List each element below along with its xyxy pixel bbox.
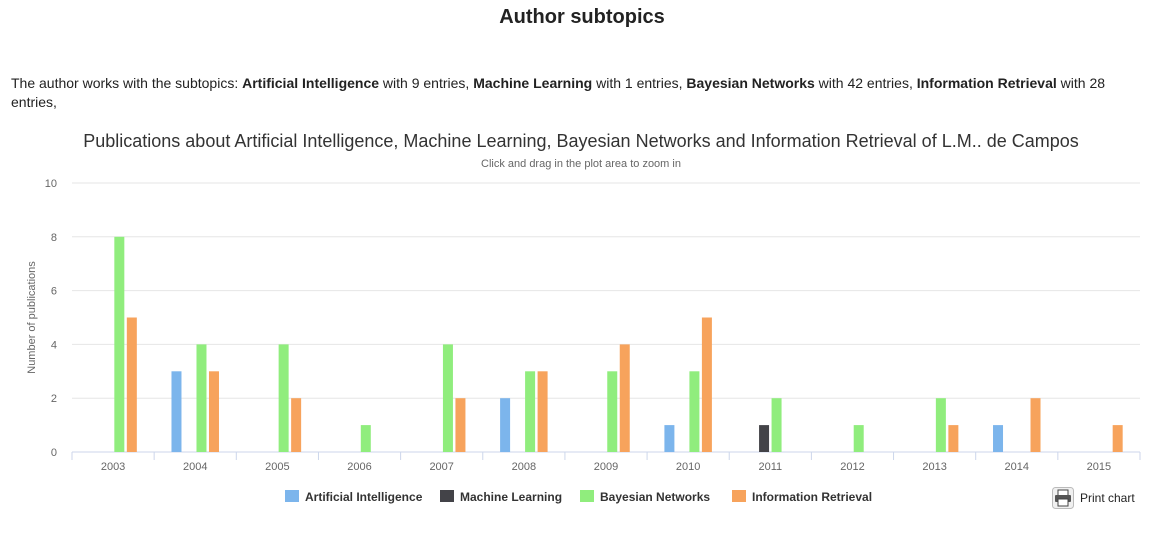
bar[interactable] bbox=[993, 425, 1004, 452]
bar[interactable] bbox=[114, 236, 125, 452]
subtopic-count: with 1 entries, bbox=[592, 75, 687, 91]
legend-item[interactable]: Artificial Intelligence bbox=[305, 490, 423, 504]
y-tick-label: 8 bbox=[51, 232, 57, 244]
bar[interactable] bbox=[126, 317, 137, 453]
y-axis-label: Number of publications bbox=[26, 261, 38, 374]
subtopic-count: with 9 entries, bbox=[379, 75, 474, 91]
subtopics-summary: The author works with the subtopics: Art… bbox=[11, 74, 1121, 112]
x-tick-label: 2015 bbox=[1087, 461, 1111, 473]
y-tick-label: 10 bbox=[45, 178, 57, 190]
bar[interactable] bbox=[291, 398, 302, 452]
bar[interactable] bbox=[500, 398, 511, 452]
bar[interactable] bbox=[208, 371, 219, 452]
x-tick-label: 2003 bbox=[101, 461, 125, 473]
x-tick-label: 2014 bbox=[1005, 461, 1029, 473]
y-tick-label: 6 bbox=[51, 286, 57, 298]
legend-swatch[interactable] bbox=[285, 490, 299, 502]
x-tick-label: 2013 bbox=[922, 461, 946, 473]
bar[interactable] bbox=[935, 398, 946, 452]
print-chart-label: Print chart bbox=[1080, 491, 1135, 505]
subtopic-count: with 42 entries, bbox=[814, 75, 917, 91]
subtopic-name: Machine Learning bbox=[473, 75, 593, 91]
x-tick-label: 2012 bbox=[840, 461, 864, 473]
bar[interactable] bbox=[171, 371, 182, 452]
bar[interactable] bbox=[455, 398, 466, 452]
bar[interactable] bbox=[701, 317, 712, 453]
legend-item[interactable]: Bayesian Networks bbox=[600, 490, 710, 504]
chart-title: Publications about Artificial Intelligen… bbox=[83, 131, 1079, 151]
chart-subtitle: Click and drag in the plot area to zoom … bbox=[481, 158, 681, 170]
printer-icon bbox=[1052, 487, 1074, 509]
bar[interactable] bbox=[1030, 398, 1041, 452]
y-tick-label: 4 bbox=[51, 339, 57, 351]
x-tick-label: 2011 bbox=[758, 461, 782, 473]
legend-item[interactable]: Machine Learning bbox=[460, 490, 562, 504]
x-tick-label: 2008 bbox=[512, 461, 536, 473]
bar[interactable] bbox=[442, 344, 453, 452]
bar[interactable] bbox=[771, 398, 782, 452]
legend-swatch[interactable] bbox=[440, 490, 454, 502]
legend-swatch[interactable] bbox=[732, 490, 746, 502]
bar[interactable] bbox=[537, 371, 548, 452]
print-chart-button[interactable]: Print chart bbox=[1052, 486, 1135, 510]
bar[interactable] bbox=[759, 425, 770, 452]
bar[interactable] bbox=[278, 344, 289, 452]
bar[interactable] bbox=[1112, 425, 1123, 452]
bar[interactable] bbox=[360, 425, 371, 452]
bar[interactable] bbox=[853, 425, 864, 452]
publications-chart[interactable]: Publications about Artificial Intelligen… bbox=[0, 120, 1164, 520]
x-tick-label: 2006 bbox=[347, 461, 371, 473]
bar[interactable] bbox=[664, 425, 675, 452]
bar[interactable] bbox=[948, 425, 959, 452]
bar[interactable] bbox=[196, 344, 207, 452]
y-tick-label: 2 bbox=[51, 393, 57, 405]
x-tick-label: 2010 bbox=[676, 461, 700, 473]
legend-item[interactable]: Information Retrieval bbox=[752, 490, 872, 504]
bar[interactable] bbox=[689, 371, 700, 452]
x-tick-label: 2005 bbox=[265, 461, 289, 473]
subtopic-name: Artificial Intelligence bbox=[242, 75, 380, 91]
y-tick-label: 0 bbox=[51, 447, 57, 459]
x-tick-label: 2007 bbox=[429, 461, 453, 473]
bar[interactable] bbox=[619, 344, 630, 452]
x-tick-label: 2009 bbox=[594, 461, 618, 473]
subtopic-count: with 28 entries, bbox=[11, 75, 1106, 110]
summary-prefix: The author works with the subtopics: bbox=[11, 75, 243, 91]
legend-swatch[interactable] bbox=[580, 490, 594, 502]
x-tick-label: 2004 bbox=[183, 461, 207, 473]
subtopic-name: Bayesian Networks bbox=[686, 75, 815, 91]
bar[interactable] bbox=[607, 371, 618, 452]
page-title: Author subtopics bbox=[499, 6, 665, 28]
bar[interactable] bbox=[525, 371, 536, 452]
subtopic-name: Information Retrieval bbox=[916, 75, 1057, 91]
